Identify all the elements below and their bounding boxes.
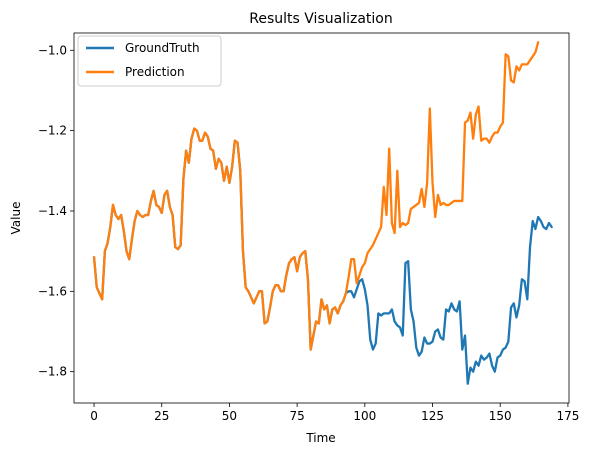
x-tick-label: 100 [353, 409, 376, 423]
x-tick-label: 25 [154, 409, 169, 423]
y-tick-label: −1.2 [38, 124, 67, 138]
y-axis: −1.8 −1.6 −1.4 −1.2 −1.0 [38, 43, 74, 379]
y-tick-label: −1.6 [38, 284, 67, 298]
legend-label-prediction: Prediction [125, 65, 185, 79]
x-tick-label: 0 [90, 409, 98, 423]
x-tick-label: 150 [489, 409, 512, 423]
y-tick-label: −1.4 [38, 204, 67, 218]
legend-label-groundtruth: GroundTruth [125, 41, 200, 55]
chart-title: Results Visualization [249, 11, 392, 27]
y-tick-label: −1.0 [38, 43, 67, 57]
x-tick-label: 175 [556, 409, 579, 423]
series-line-groundtruth [92, 127, 553, 385]
y-axis-label: Value [9, 202, 23, 235]
legend: GroundTruth Prediction [77, 35, 222, 87]
series-line-prediction [92, 41, 540, 351]
series-group [92, 41, 553, 385]
x-tick-label: 125 [421, 409, 444, 423]
plot-area [73, 32, 570, 404]
x-tick-label: 75 [289, 409, 304, 423]
axes-frame [73, 32, 570, 404]
x-axis-label: Time [305, 431, 335, 445]
y-tick-label: −1.8 [38, 365, 67, 379]
x-tick-label: 50 [222, 409, 237, 423]
x-axis: 0 25 50 75 100 125 150 175 [90, 403, 579, 423]
